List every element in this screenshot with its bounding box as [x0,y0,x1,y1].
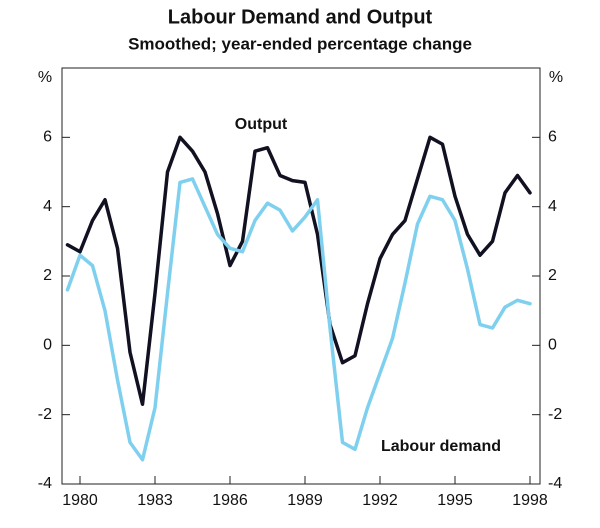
x-tick-label: 1989 [287,492,323,509]
y2-tick-label: -2 [548,406,562,423]
y2-tick-label: 2 [548,267,557,284]
y2-tick-label: 4 [548,198,557,215]
chart-title: Labour Demand and Output [168,6,433,28]
series-line [65,177,532,462]
x-tick-label: 1998 [512,492,548,509]
chart-subtitle: Smoothed; year-ended percentage change [128,34,472,53]
x-tick-label: 1995 [437,492,473,509]
series-line [65,135,532,407]
y2-tick-label: 0 [548,337,557,354]
x-tick-label: 1986 [212,492,248,509]
x-tick-label: 1992 [362,492,398,509]
y-tick-label: 0 [43,337,52,354]
y-tick-label: -2 [38,406,52,423]
y2-tick-label: -4 [548,475,562,492]
x-tick-label: 1983 [137,492,173,509]
annotation: Output [235,116,288,133]
y2-tick-label: 6 [548,129,557,146]
annotation: Labour demand [381,438,501,455]
y-unit-right: % [549,69,563,86]
y-tick-label: 6 [43,129,52,146]
y-tick-label: 2 [43,267,52,284]
x-tick-label: 1980 [62,492,98,509]
y-tick-label: -4 [38,475,52,492]
y-unit-left: % [38,69,52,86]
y-tick-label: 4 [43,198,52,215]
